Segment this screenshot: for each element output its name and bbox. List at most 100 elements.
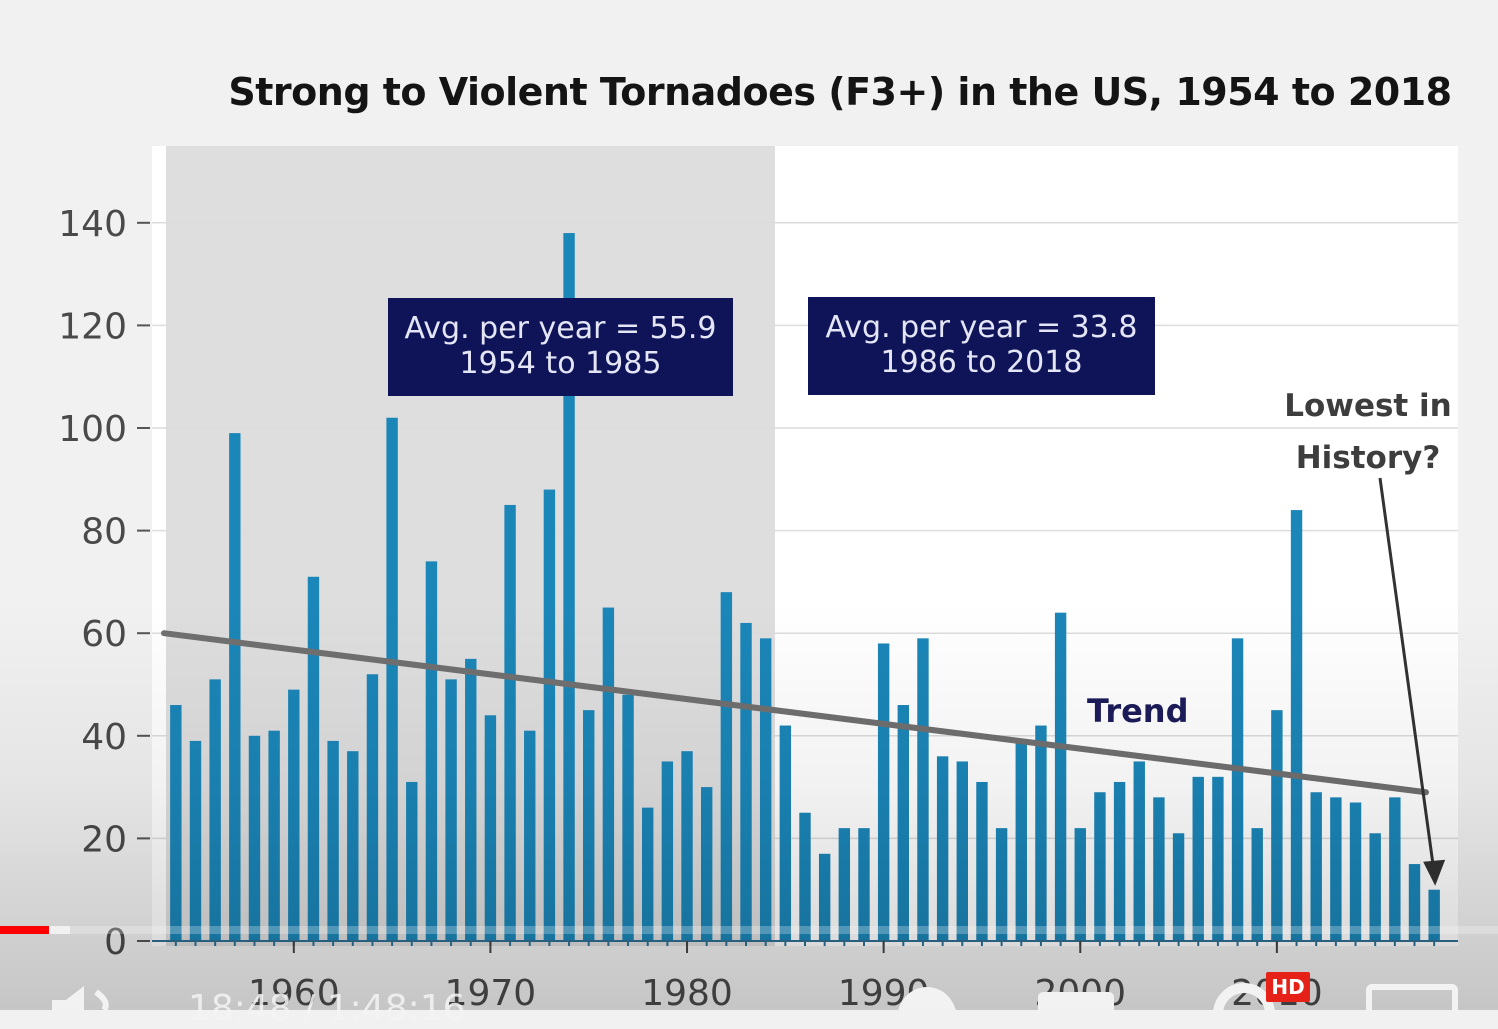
bar: [1231, 638, 1244, 941]
bar: [642, 807, 654, 941]
y-tick-label: 0: [104, 922, 127, 963]
bar: [897, 705, 910, 941]
trend-line-group: [161, 630, 1429, 796]
avg-box-1986-2018: Avg. per year = 33.8 1986 to 2018: [808, 297, 1155, 395]
bar: [1133, 761, 1145, 941]
avg-box-1954-1985: Avg. per year = 55.9 1954 to 1985: [388, 298, 733, 396]
lowest-in-history-label: Lowest in History?: [1278, 380, 1458, 484]
bar: [818, 853, 831, 941]
progress-played: [0, 926, 50, 934]
subtitles-button[interactable]: [1036, 990, 1116, 1022]
y-tick-label: 100: [58, 409, 127, 450]
bar: [268, 730, 280, 941]
y-tick-label: 40: [81, 717, 127, 758]
y-tick-label: 120: [58, 306, 127, 347]
bar: [1192, 776, 1204, 941]
bar: [838, 828, 851, 941]
bar: [1153, 797, 1165, 941]
x-tick-label: 1960: [248, 973, 340, 1010]
bar: [995, 828, 1008, 941]
bar: [622, 694, 634, 941]
bar: [720, 592, 733, 941]
avg-box-line: Avg. per year = 33.8: [825, 310, 1138, 345]
bar: [484, 715, 497, 941]
bar: [406, 781, 418, 941]
bar: [877, 643, 890, 941]
bar: [425, 561, 438, 941]
bar: [602, 607, 615, 941]
bar: [917, 638, 929, 941]
bar: [347, 751, 359, 941]
bar: [1330, 797, 1342, 941]
bar: [209, 679, 221, 941]
bar: [386, 417, 398, 941]
bar: [1094, 792, 1106, 941]
play-button[interactable]: [895, 985, 959, 1029]
bars: [170, 233, 1440, 941]
bar: [307, 576, 320, 941]
bar: [700, 787, 713, 941]
x-tick-label: 1980: [641, 973, 733, 1010]
avg-box-line: 1954 to 1985: [459, 346, 662, 381]
y-tick-label: 140: [58, 204, 127, 245]
bar: [366, 674, 379, 941]
progress-bar[interactable]: [0, 926, 1498, 934]
bar: [1172, 833, 1185, 941]
bar: [504, 504, 516, 941]
theater-mode-button[interactable]: [1366, 984, 1458, 1029]
bar: [229, 433, 241, 941]
bar: [1389, 797, 1401, 941]
bar: [524, 730, 536, 941]
play-icon: [897, 987, 957, 1029]
y-tick-label: 20: [81, 819, 127, 860]
bar: [583, 710, 595, 941]
bar: [740, 622, 752, 941]
trend-line: [161, 630, 1429, 796]
settings-icon: [1213, 983, 1275, 1029]
y-tick-label: 80: [81, 512, 127, 553]
chart-title: Strong to Violent Tornadoes (F3+) in the…: [228, 70, 1452, 114]
bar: [661, 761, 674, 941]
bar: [956, 761, 968, 941]
bar: [936, 756, 949, 941]
settings-button[interactable]: [1208, 980, 1280, 1029]
lowest-label-line: History?: [1295, 440, 1441, 476]
bar: [543, 489, 556, 941]
bar: [1428, 889, 1440, 941]
lowest-label-line: Lowest in: [1284, 388, 1452, 424]
bar: [1015, 740, 1027, 941]
bar: [445, 679, 457, 941]
bar: [1310, 792, 1322, 941]
bar: [759, 638, 772, 941]
x-tick-label: 1970: [445, 973, 537, 1010]
bar: [1212, 776, 1224, 941]
bar: [1349, 802, 1362, 941]
bar: [976, 781, 988, 941]
bar: [248, 735, 261, 941]
bar: [327, 740, 339, 941]
bar: [465, 658, 477, 941]
bar: [1271, 710, 1283, 941]
bar: [189, 740, 202, 941]
volume-icon: [52, 986, 109, 1012]
bar: [1408, 864, 1421, 941]
bar: [170, 705, 182, 941]
bar: [681, 751, 693, 941]
bar: [1054, 612, 1067, 941]
avg-box-line: Avg. per year = 55.9: [404, 311, 717, 346]
bar: [288, 689, 300, 941]
trend-label: Trend: [1087, 692, 1189, 730]
bar: [1074, 828, 1086, 941]
bar: [858, 828, 870, 941]
bar: [1369, 833, 1381, 941]
bar: [799, 812, 811, 941]
bar: [1035, 725, 1047, 941]
bar: [1251, 828, 1263, 941]
bar: [1113, 781, 1126, 941]
bar: [779, 725, 792, 941]
volume-button[interactable]: [44, 980, 124, 1012]
y-axis: 0 20 40 60 80 100 120 140: [58, 204, 150, 963]
subtitles-icon: [1038, 992, 1114, 1022]
